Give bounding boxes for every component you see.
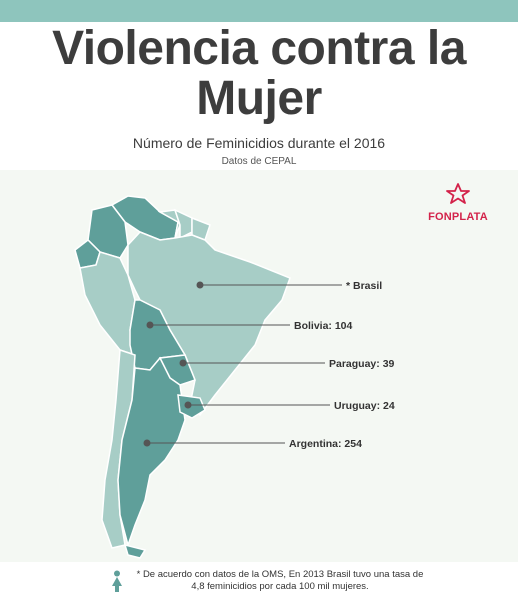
svg-text:Paraguay: 39: Paraguay: 39 <box>329 358 395 370</box>
label-bolivia: Bolivia: 104 <box>146 320 353 332</box>
label-argentina: Argentina: 254 <box>143 438 362 450</box>
country-argentina <box>117 356 186 548</box>
svg-text:Bolivia: 104: Bolivia: 104 <box>294 320 353 332</box>
svg-text:* Brasil: * Brasil <box>346 280 382 292</box>
footnote: * De acuerdo con datos de la OMS, En 201… <box>130 569 430 593</box>
svg-text:Uruguay: 24: Uruguay: 24 <box>334 400 395 412</box>
label-paraguay: Paraguay: 39 <box>179 358 395 370</box>
footnote-line-2: 4,8 feminicidios por cada 100 mil mujere… <box>191 581 369 592</box>
label-uruguay: Uruguay: 24 <box>184 400 395 412</box>
country-argentina-south <box>123 543 147 559</box>
logo-text: FONPLATA <box>428 211 488 223</box>
header: Violencia contra la Mujer Número de Femi… <box>0 22 518 170</box>
map-area: * Brasil Bolivia: 104 Paraguay: 39 Urugu… <box>0 170 518 562</box>
subtitle: Número de Feminicidios durante el 2016 <box>132 135 386 151</box>
footnote-line-1: * De acuerdo con datos de la OMS, En 201… <box>136 569 424 580</box>
fonplata-logo: FONPLATA <box>418 183 498 223</box>
top-band <box>0 0 518 22</box>
woman-icon <box>112 570 122 592</box>
country-suriname <box>173 208 193 240</box>
country-uruguay <box>177 394 206 419</box>
south-america-map: * Brasil Bolivia: 104 Paraguay: 39 Urugu… <box>74 195 395 559</box>
svg-text:Argentina: 254: Argentina: 254 <box>289 438 362 450</box>
label-brasil: * Brasil <box>196 280 382 292</box>
title-line-2: Mujer <box>196 72 322 125</box>
title-line-1: Violencia contra la <box>52 22 466 75</box>
source-note: Datos de CEPAL <box>221 156 297 167</box>
page-title: Violencia contra la Mujer <box>0 24 518 124</box>
country-guyana <box>157 209 181 239</box>
footer: * De acuerdo con datos de la OMS, En 201… <box>0 562 518 600</box>
star-icon <box>446 183 470 204</box>
country-peru <box>79 251 136 357</box>
